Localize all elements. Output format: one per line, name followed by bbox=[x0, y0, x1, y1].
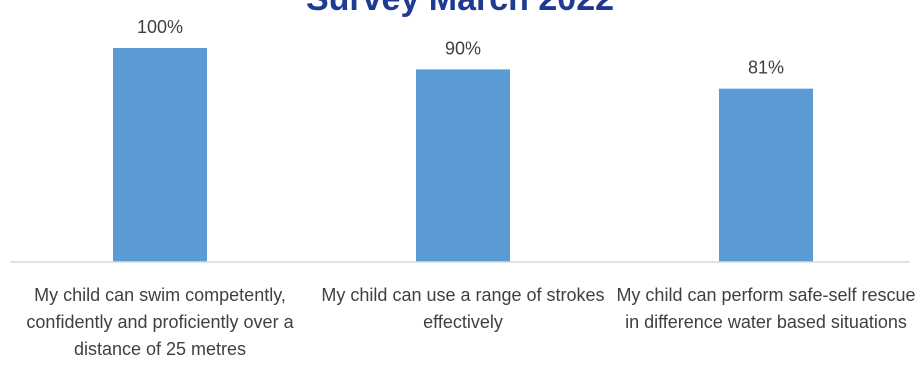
bar-3 bbox=[719, 88, 813, 262]
chart-title: Survey March 2022 bbox=[306, 0, 614, 18]
bar-1 bbox=[113, 48, 207, 262]
bar-2 bbox=[416, 69, 510, 263]
category-label-1: My child can swim competently, confident… bbox=[26, 285, 294, 359]
bars-group bbox=[113, 48, 813, 263]
data-label-2: 90% bbox=[445, 38, 481, 58]
category-label-2: My child can use a range of strokes effe… bbox=[321, 285, 605, 332]
data-labels-group: 100% 90% 81% bbox=[137, 17, 784, 78]
data-label-1: 100% bbox=[137, 17, 183, 37]
data-label-3: 81% bbox=[748, 58, 784, 78]
category-label-3: My child can perform safe-self rescue in… bbox=[616, 285, 916, 332]
